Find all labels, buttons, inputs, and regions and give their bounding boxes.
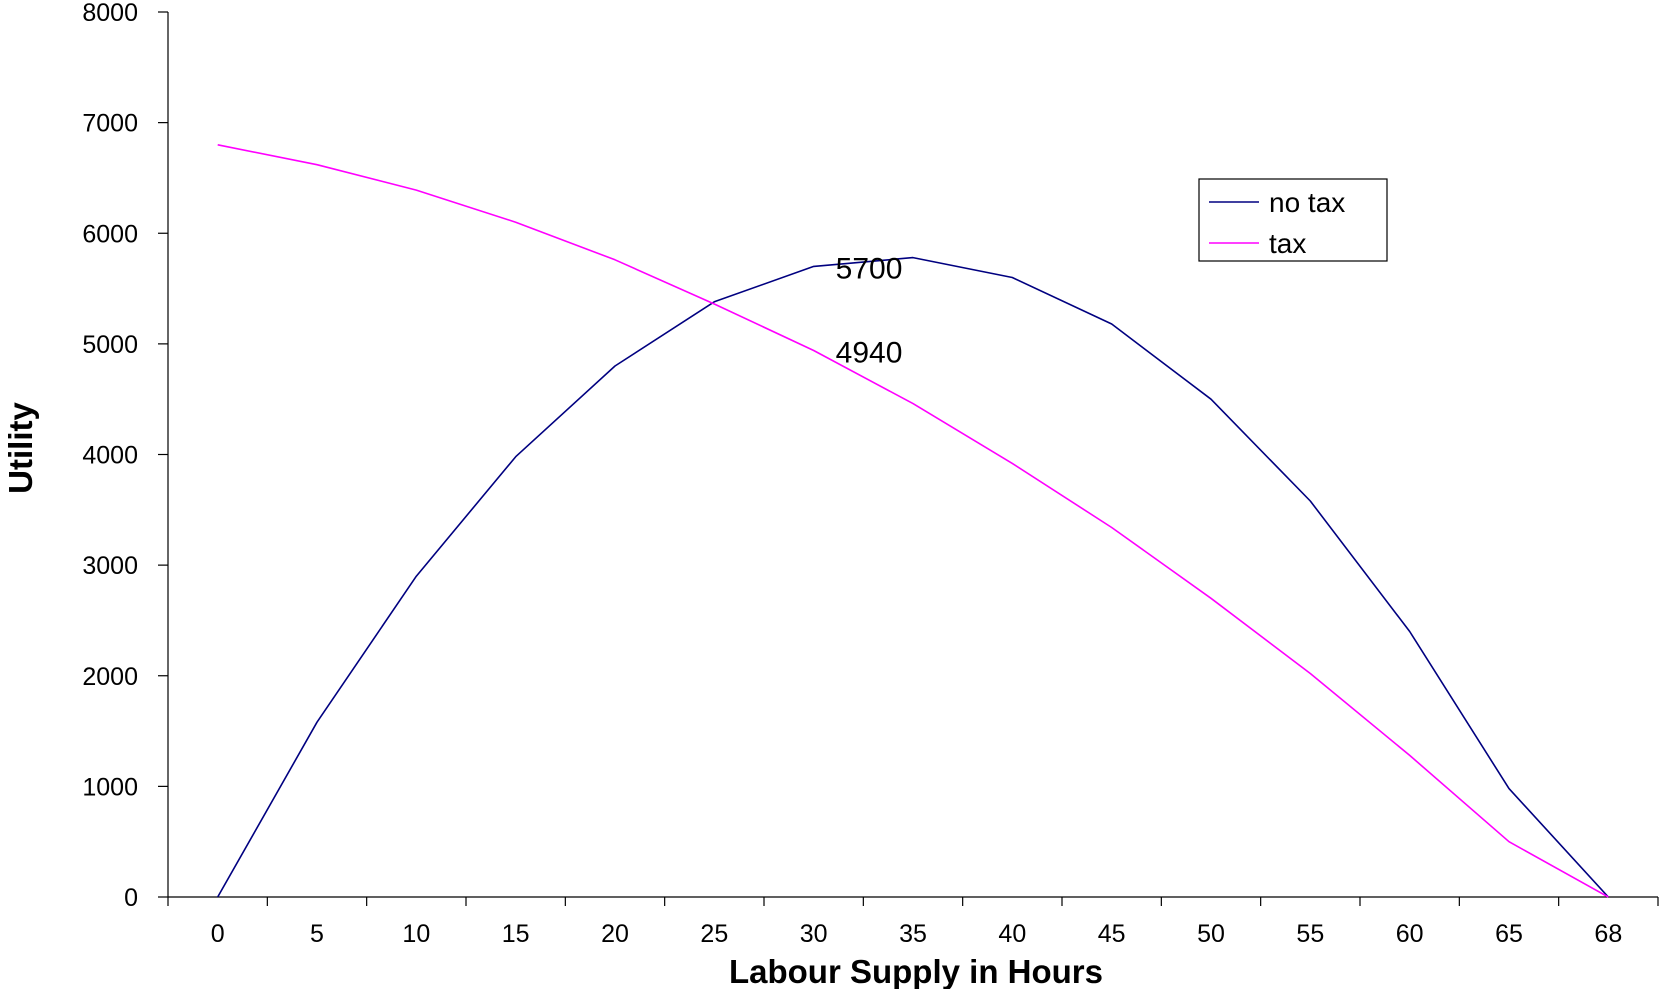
series-line-no-tax [217,256,1609,898]
x-tick-label: 10 [402,920,430,948]
y-tick-label: 3000 [82,552,138,580]
x-tick-label: 25 [700,920,728,948]
y-tick-label: 4000 [82,442,138,470]
x-tick-label: 35 [899,920,927,948]
y-tick-label: 2000 [82,663,138,691]
x-tick-label: 68 [1594,920,1622,948]
y-axis: 0 1000 2000 3000 4000 5000 6000 7000 8000 [82,0,169,912]
x-tick-label: 20 [601,920,629,948]
y-tick-label: 5000 [82,331,138,359]
legend: no tax tax [1198,178,1388,262]
y-axis-title: Utility [2,402,39,494]
x-axis-title: Labour Supply in Hours [729,953,1103,989]
annotation-layer: 5700 4940 [836,252,903,369]
x-tick-label: 60 [1396,920,1424,948]
x-axis: 0 5 10 15 20 25 30 35 40 45 50 55 60 65 68 [167,896,1659,948]
x-tick-label: 15 [502,920,530,948]
y-tick-label: 0 [124,884,138,912]
series-line-tax [217,144,1609,898]
y-tick-label: 6000 [82,220,138,248]
legend-box [1198,178,1388,262]
x-tick-label: 5 [310,920,324,948]
x-tick-label: 65 [1495,920,1523,948]
series-layer [217,144,1609,898]
y-tick-label: 7000 [82,110,138,138]
y-tick-label: 1000 [82,773,138,801]
x-tick-label: 30 [800,920,828,948]
x-tick-label: 55 [1296,920,1324,948]
data-label: 4940 [836,337,903,370]
data-label: 5700 [836,252,903,285]
x-tick-label: 0 [211,920,225,948]
legend-entry-label: tax [1269,228,1306,259]
x-tick-label: 40 [998,920,1026,948]
legend-entry-label: no tax [1269,187,1345,218]
y-tick-label: 8000 [82,0,138,27]
x-tick-label: 45 [1098,920,1126,948]
x-tick-label: 50 [1197,920,1225,948]
